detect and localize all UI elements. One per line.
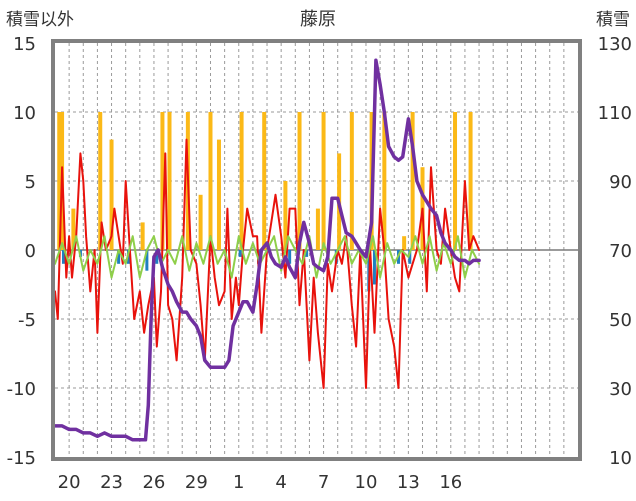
orange-bar <box>468 112 473 250</box>
purple-series-line <box>53 58 481 442</box>
y-left-tick-label: -15 <box>7 448 36 469</box>
orange-bar <box>297 112 302 250</box>
chart-title: 藤原 <box>300 9 336 30</box>
x-tick-label: 7 <box>318 472 329 493</box>
orange-bar <box>57 112 62 250</box>
orange-bar <box>208 112 213 250</box>
blue-bar <box>372 250 376 285</box>
orange-bar <box>262 112 267 250</box>
x-tick-label: 1 <box>233 472 244 493</box>
orange-bar <box>453 112 458 250</box>
y-right-tick-label: 130 <box>598 34 632 55</box>
orange-bar <box>410 112 415 250</box>
orange-bar <box>98 112 103 250</box>
y-right-tick-label: 90 <box>609 172 632 193</box>
orange-bar <box>140 222 145 250</box>
x-tick-label: 26 <box>142 472 165 493</box>
orange-bar <box>109 139 114 250</box>
y-right-label: 積雪 <box>596 10 630 30</box>
blue-bar <box>305 250 309 257</box>
blue-bar <box>117 250 121 264</box>
y-right-tick-label: 10 <box>609 448 632 469</box>
y-left-tick-label: 15 <box>13 34 36 55</box>
y-right-tick-label: 30 <box>609 379 632 400</box>
y-left-tick-label: -10 <box>7 379 36 400</box>
blue-bar <box>155 250 159 264</box>
orange-bar <box>321 112 326 250</box>
x-tick-label: 29 <box>185 472 208 493</box>
y-left-label: 積雪以外 <box>6 10 74 30</box>
x-tick-label: 20 <box>58 472 81 493</box>
blue-bar <box>238 250 242 257</box>
bar-layer <box>57 112 473 292</box>
y-left-tick-label: 5 <box>25 172 36 193</box>
orange-bar <box>160 112 165 250</box>
orange-bar <box>71 208 76 250</box>
y-right-tick-label: 70 <box>609 241 632 262</box>
y-left-tick-label: -5 <box>18 310 36 331</box>
y-right-tick-label: 50 <box>609 310 632 331</box>
x-tick-label: 16 <box>439 472 462 493</box>
plot-frame <box>51 39 582 461</box>
line-layer <box>53 58 481 442</box>
orange-bar <box>198 194 203 250</box>
y-right-tick-label: 110 <box>598 103 632 124</box>
orange-bar <box>382 112 387 250</box>
orange-bar <box>167 112 172 250</box>
orange-bar <box>216 139 221 250</box>
x-tick-label: 4 <box>275 472 286 493</box>
y-left-tick-label: 10 <box>13 103 36 124</box>
orange-bar <box>315 208 320 250</box>
blue-bar <box>61 250 65 264</box>
blue-bar <box>145 250 149 271</box>
y-left-tick-label: 0 <box>25 241 36 262</box>
blue-bar <box>127 250 131 264</box>
orange-bar <box>239 112 244 250</box>
x-tick-label: 10 <box>355 472 378 493</box>
x-tick-label: 23 <box>100 472 123 493</box>
blue-bar <box>408 250 412 264</box>
orange-bar <box>349 112 354 250</box>
orange-bar <box>402 236 407 250</box>
orange-bar <box>283 181 288 250</box>
x-tick-label: 13 <box>397 472 420 493</box>
green-series-line <box>54 235 481 279</box>
blue-bar <box>288 250 292 264</box>
